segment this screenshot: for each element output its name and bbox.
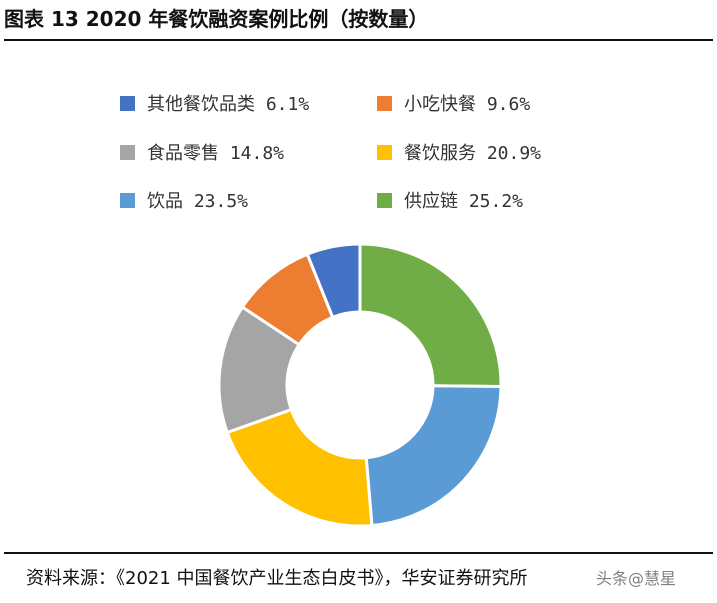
legend-swatch-drinks bbox=[120, 192, 135, 208]
legend-item-supply: 供应链 25.2% bbox=[377, 187, 523, 213]
legend-label-service: 餐饮服务 20.9% bbox=[404, 143, 542, 164]
legend-label-retail: 食品零售 14.8% bbox=[147, 143, 285, 164]
watermark: 头条@慧星 bbox=[596, 569, 677, 588]
legend-item-drinks: 饮品 23.5% bbox=[120, 187, 248, 213]
legend-item-other: 其他餐饮品类 6.1% bbox=[120, 90, 309, 116]
donut-slice-5 bbox=[305, 242, 362, 320]
legend-swatch-service bbox=[377, 144, 392, 160]
donut-slice-0 bbox=[358, 242, 503, 389]
donut-slice-1 bbox=[364, 384, 503, 528]
source-note: 资料来源：《2021 中国餐饮产业生态白皮书》，华安证券研究所 bbox=[26, 568, 528, 589]
legend-swatch-other bbox=[120, 95, 135, 111]
legend-swatch-supply bbox=[377, 192, 392, 208]
legend-label-other: 其他餐饮品类 6.1% bbox=[147, 94, 310, 115]
legend-label-snack: 小吃快餐 9.6% bbox=[404, 94, 531, 115]
chart-legend: 其他餐饮品类 6.1% 小吃快餐 9.6% 食品零售 14.8% 餐饮服务 20… bbox=[0, 0, 717, 230]
legend-item-service: 餐饮服务 20.9% bbox=[377, 139, 541, 165]
top-rule bbox=[4, 39, 713, 41]
figure-title: 图表 13 2020 年餐饮融资案例比例（按数量） bbox=[4, 7, 429, 31]
legend-label-drinks: 饮品 23.5% bbox=[147, 191, 249, 212]
bottom-rule bbox=[4, 552, 713, 554]
legend-item-snack: 小吃快餐 9.6% bbox=[377, 90, 530, 116]
legend-item-retail: 食品零售 14.8% bbox=[120, 139, 284, 165]
legend-label-supply: 供应链 25.2% bbox=[404, 191, 524, 212]
legend-swatch-retail bbox=[120, 144, 135, 160]
legend-swatch-snack bbox=[377, 95, 392, 111]
donut-slice-2 bbox=[225, 407, 374, 528]
